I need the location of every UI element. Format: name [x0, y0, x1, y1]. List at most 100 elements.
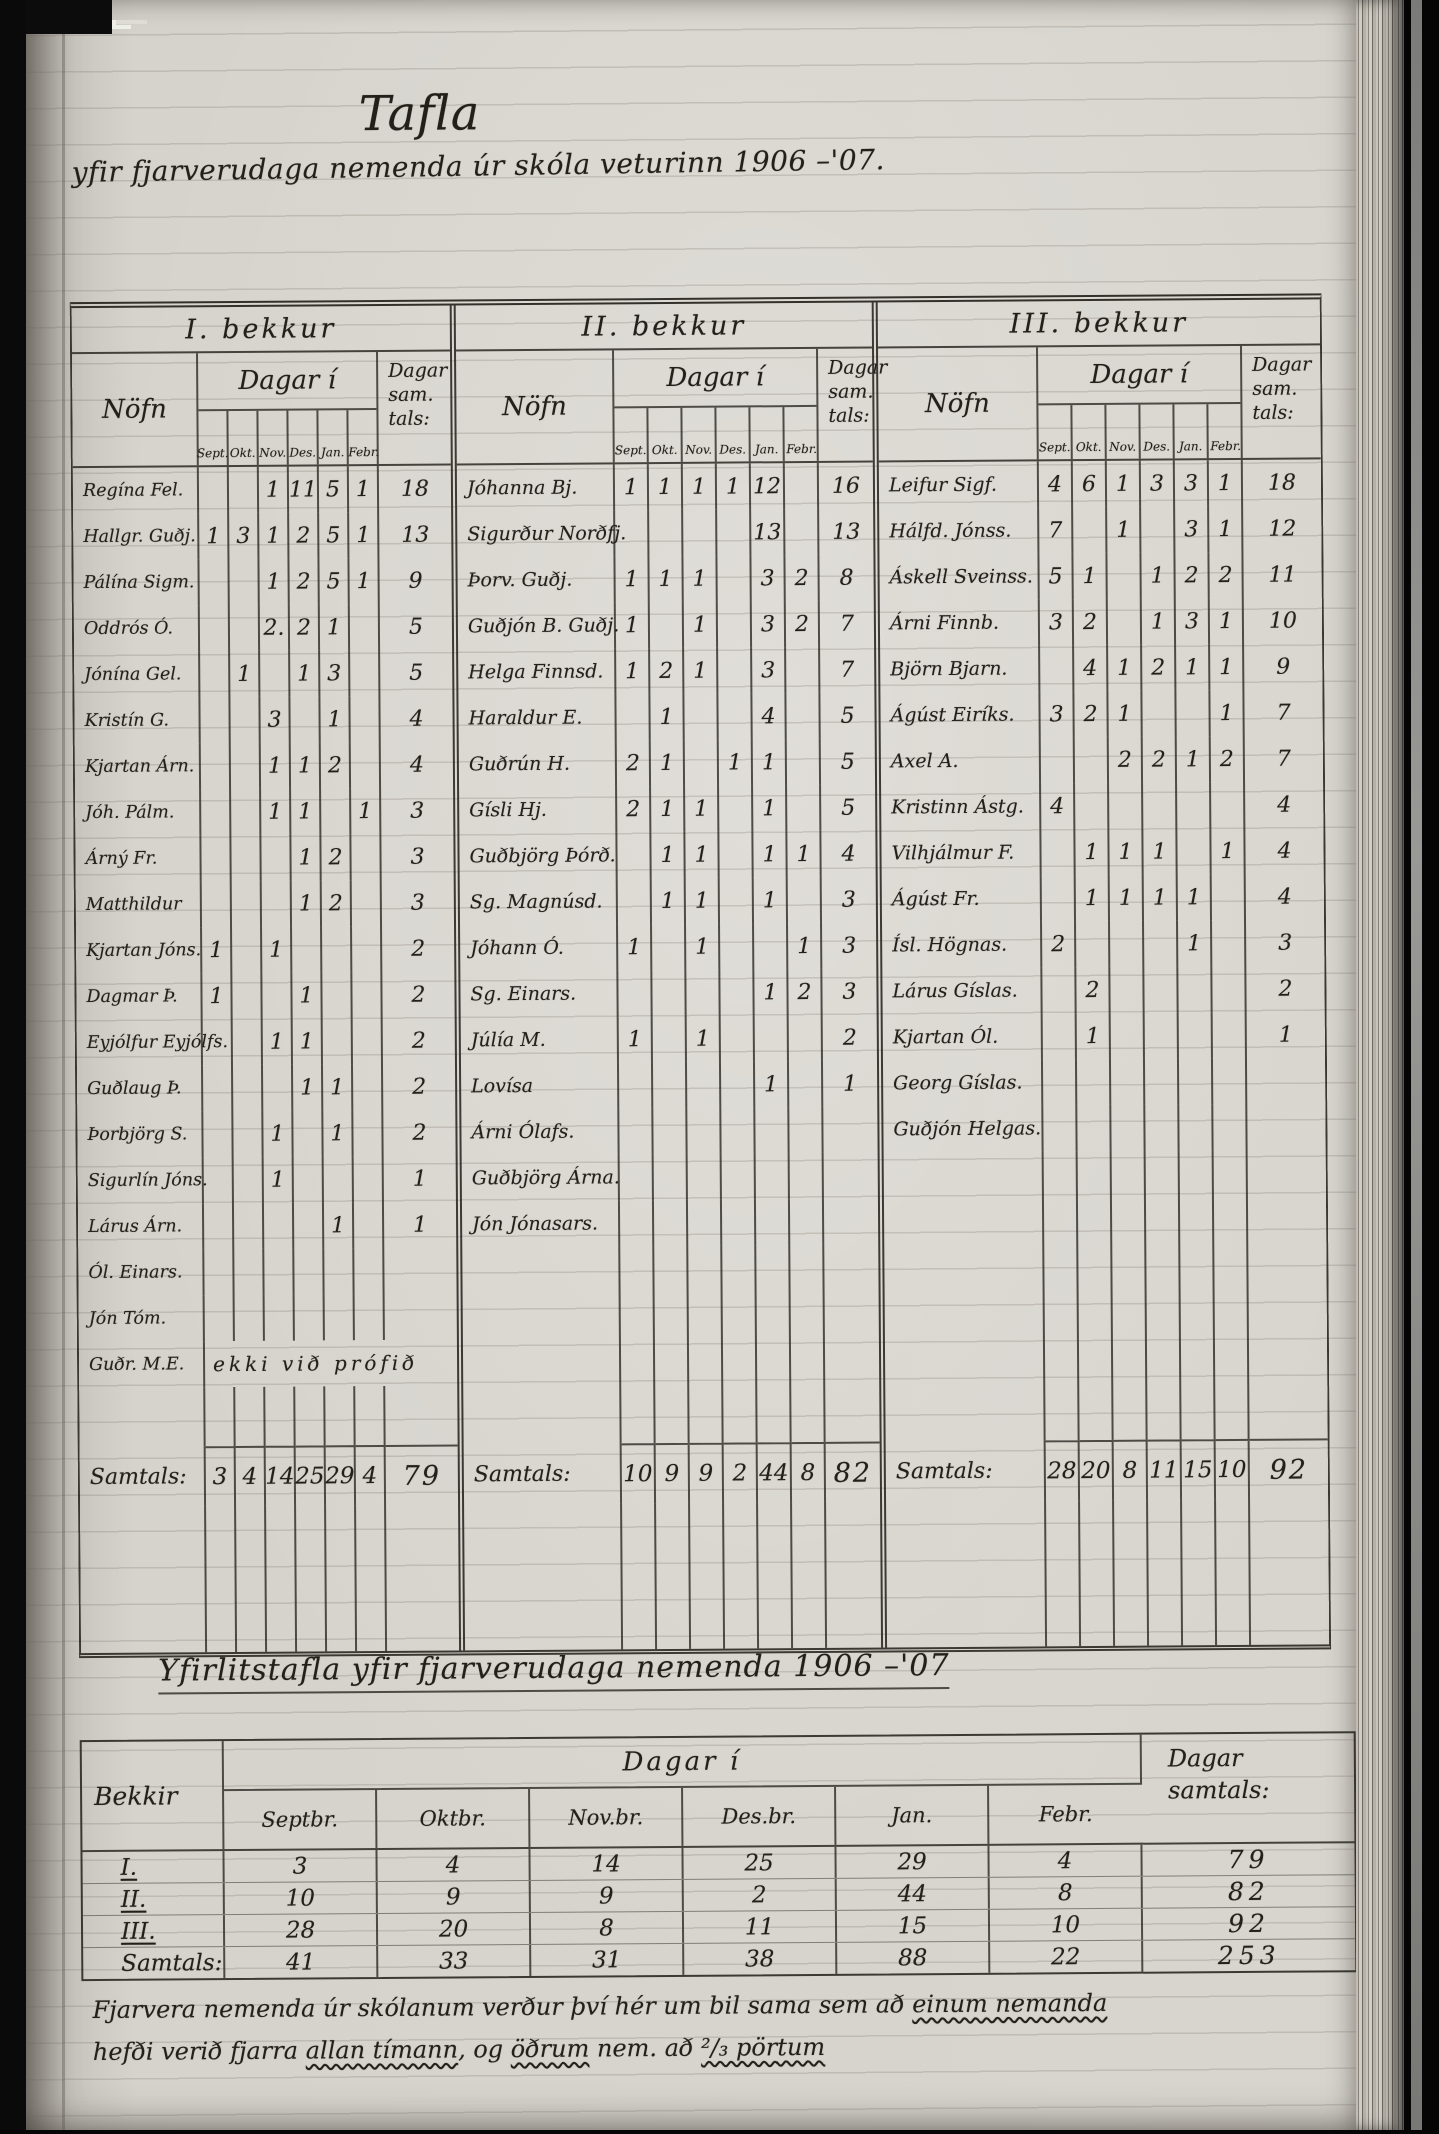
absence-days-cell [1144, 1058, 1180, 1105]
absence-days-cell [755, 1107, 790, 1154]
absence-days-cell: 1 [1210, 689, 1245, 737]
absence-days-cell [230, 742, 262, 790]
absence-days-cell [260, 650, 291, 697]
absence-days-cell [788, 1060, 824, 1108]
student-row: Júlía M. 1 1 2 [460, 1014, 877, 1064]
summary-month-value: 9 [377, 1880, 531, 1914]
absence-days-cell [1073, 506, 1108, 554]
summary-month-header: Febr. [1038, 1802, 1093, 1827]
student-row: Kjartan Árn. 1 1 2 4 [74, 741, 453, 791]
absence-days-cell [1074, 736, 1110, 784]
month-header: Jan. [318, 410, 349, 465]
absence-days-cell [1211, 873, 1247, 921]
absence-days-cell: 3 [1174, 460, 1210, 507]
days-column-group: Dagar í Sept. Okt. Nov. Des. Jan. Febr. [614, 348, 819, 463]
summary-month-header: Septbr. [224, 1790, 378, 1850]
row-total-cell: 3 [410, 890, 425, 916]
samtals-month-total: 14 [265, 1445, 297, 1506]
empty-cell [1080, 1499, 1116, 1647]
student-row: Guðlaug Þ. 1 1 2 [76, 1063, 455, 1113]
total-column-header: Dagar sam. tals: [818, 349, 887, 461]
absence-days-cell: 1 [1108, 644, 1143, 691]
total-header-line: sam. [388, 383, 434, 406]
empty-cell [1111, 1150, 1148, 1440]
absence-days-cell: 1 [650, 739, 686, 787]
samtals-grand-total: 92 [1249, 1438, 1329, 1499]
student-row: Matthildur 1 2 3 [75, 879, 454, 929]
absence-days-cell: 3 [1175, 598, 1211, 645]
absence-days-cell [263, 1202, 295, 1249]
month-header: Des. [716, 407, 751, 462]
table-header: Nöfn Dagar í Sept. Okt. Nov. Des. Jan. Febr. Dag… [878, 345, 1321, 463]
student-name: Pálína Sigm. [73, 559, 200, 607]
absence-days-cell [787, 876, 823, 924]
footnote-text: allan tímann [305, 2035, 459, 2065]
absence-days-cell: 1 [322, 1064, 354, 1111]
absence-days-cell: 1 [787, 830, 822, 878]
absence-days-cell [1041, 875, 1077, 922]
absence-days-cell [1143, 782, 1178, 829]
summary-rows: I. 3 4 14 25 29 4 79 II. 10 9 9 2 44 8 82 III. 28 20 8 11 15 1… [82, 1843, 1356, 1980]
student-row: Leifur Sigf. 4 6 1 3 3 1 18 [878, 459, 1321, 509]
summary-total-value: 79 [1227, 1844, 1270, 1875]
absence-days-cell [786, 646, 821, 694]
row-total-cell: 4 [841, 841, 856, 867]
absence-days-cell [1177, 828, 1212, 875]
student-name: Eyjólfur Eyjólfs. [76, 1019, 228, 1067]
row-total-cell: 11 [1268, 562, 1297, 588]
student-row: Sigurður Norðfj. 13 13 [457, 508, 873, 558]
absence-days-cell: 2 [1209, 551, 1244, 599]
absence-days-cell: 1 [1076, 1012, 1111, 1060]
student-name: Axel A. [880, 737, 1042, 785]
absence-days-cell [1110, 966, 1145, 1013]
ledger-page: Tafla yfir fjarverudaga nemenda úr skóla… [26, 0, 1358, 2130]
empty-cell [265, 1386, 296, 1446]
student-name: Vilhjálmur F. [881, 829, 1042, 877]
student-row: Jónína Gel. 1 1 3 5 [74, 649, 452, 699]
student-row: Guðrún H. 2 1 1 1 5 [458, 738, 875, 788]
absence-days-cell: 1 [260, 742, 292, 789]
absence-days-cell: 1 [292, 1018, 323, 1065]
summary-header: Bekkir Dagar í Dagar samtals: Septbr. Ok… [81, 1733, 1355, 1853]
summary-class-label: II. [82, 1883, 225, 1916]
student-name: Jóh. Pálm. [75, 789, 202, 837]
student-row: Árný Fr. 1 2 3 [75, 833, 453, 883]
row-total-cell: 3 [410, 798, 425, 824]
summary-month-value: 4 [377, 1848, 531, 1882]
student-row: Árni Ólafs. [461, 1106, 877, 1156]
absence-days-cell [232, 972, 263, 1020]
row-total-cell: 2 [411, 1028, 426, 1054]
absence-days-cell: 1 [291, 880, 323, 927]
empty-cell [295, 1386, 326, 1446]
empty-cell [386, 1504, 459, 1650]
absence-days-cell [619, 1154, 654, 1201]
absence-days-cell [323, 1156, 354, 1203]
absence-days-cell: 1 [263, 1110, 294, 1157]
month-header: Jan. [1174, 404, 1209, 459]
samtals-month-total: 3 [205, 1446, 237, 1507]
absence-days-cell [264, 1294, 295, 1341]
empty-cell [235, 1386, 266, 1447]
absence-days-cell [324, 1294, 355, 1341]
empty-cell [792, 1501, 828, 1649]
empty-cell [1216, 1498, 1252, 1646]
student-name: Jónína Gel. [74, 651, 201, 699]
absence-days-cell [201, 789, 232, 836]
absence-days-cell: 1 [1141, 598, 1177, 645]
absence-days-cell: 2 [1076, 966, 1111, 1014]
absence-days-cell: 13 [751, 509, 786, 556]
student-row: Kristín G. 3 1 4 [74, 695, 452, 745]
student-row: Jóhann Ó. 1 1 1 3 [460, 922, 876, 972]
absence-days-cell [617, 878, 653, 925]
absence-days-cell [292, 926, 323, 973]
student-row: Guðjón Helgas. [883, 1103, 1325, 1153]
absence-days-cell: 1 [1143, 828, 1178, 875]
absence-days-cell: 1 [684, 647, 719, 694]
month-headers: Sept. Okt. Nov. Des. Jan. Febr. [197, 410, 379, 466]
summary-total-header: Dagar samtals: [1142, 1733, 1355, 1842]
month-header: Sept. [614, 408, 649, 463]
student-name: Jóhann Ó. [460, 924, 619, 972]
absence-days-cell [652, 1061, 688, 1109]
absence-days-cell [619, 1200, 655, 1247]
student-row: Þorbjörg S. 1 1 2 [77, 1109, 455, 1159]
